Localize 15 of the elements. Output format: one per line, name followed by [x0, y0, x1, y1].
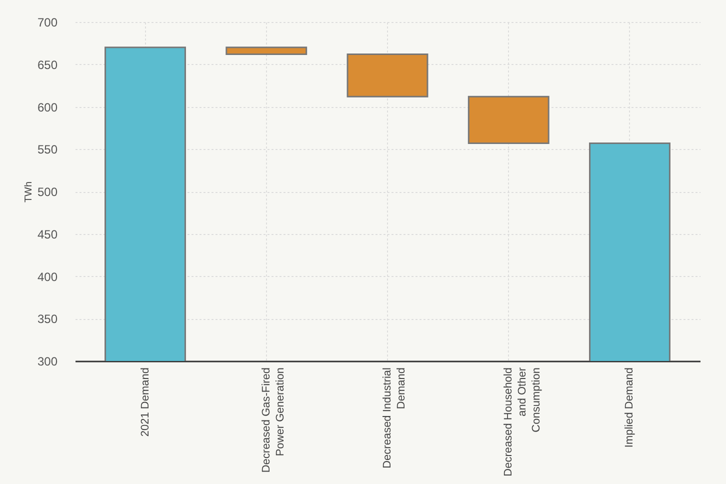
y-tick-label: 600	[37, 100, 58, 114]
x-tick-label: Decreased Industrial Demand	[382, 368, 408, 468]
y-tick-label: 400	[37, 270, 58, 284]
y-tick-label: 650	[37, 58, 58, 72]
y-tick-label: 550	[37, 142, 58, 157]
y-tick-label: 500	[37, 185, 58, 199]
y-tick-label: 350	[37, 312, 58, 326]
x-tick-label: Implied Demand	[624, 368, 636, 448]
x-tick-label: Decreased Gas-Fired Power Generation	[260, 368, 286, 473]
y-tick-label: 450	[37, 227, 58, 242]
x-tick-label: Decreased Household and Other Consumption	[502, 367, 543, 476]
y-tick-label: 700	[37, 16, 58, 30]
x-tick-label: 2021 Demand	[139, 368, 152, 437]
y-axis-title: TWh	[23, 181, 34, 203]
y-tick-label: 300	[37, 354, 58, 368]
